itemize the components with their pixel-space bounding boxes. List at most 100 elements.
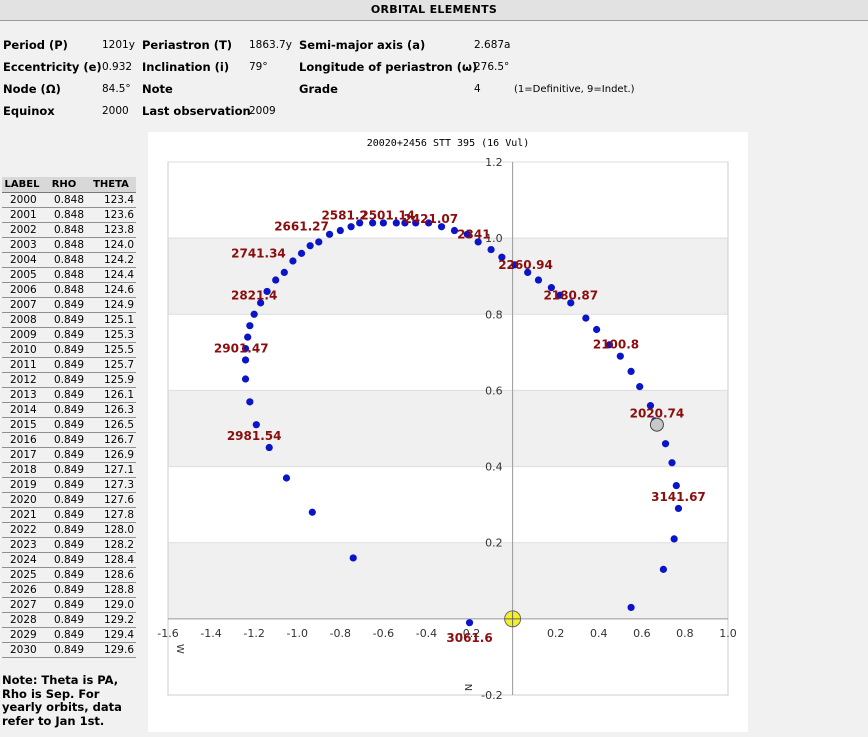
north-direction-label: N [462, 684, 473, 691]
x-tick-label: 0.8 [676, 627, 694, 640]
cell-label: 2018 [2, 462, 42, 478]
cell-theta: 128.8 [86, 582, 136, 598]
orbit-point [534, 276, 543, 284]
cell-theta: 123.6 [86, 207, 136, 223]
cell-theta: 126.9 [86, 447, 136, 463]
cell-rho: 0.849 [42, 642, 86, 658]
cell-theta: 128.6 [86, 567, 136, 583]
x-tick-label: -1.4 [200, 627, 221, 640]
current-position-marker [649, 417, 664, 432]
orbit-point [280, 268, 288, 277]
column-header-rho: RHO [42, 177, 86, 193]
cell-rho: 0.849 [42, 372, 86, 388]
cell-rho: 0.849 [42, 507, 86, 523]
y-tick-label: 1.0 [485, 232, 503, 245]
cell-rho: 0.849 [42, 492, 86, 508]
epoch-label: 2901.47 [214, 342, 269, 356]
epoch-label: 2341 [457, 227, 490, 241]
orbit-point [297, 249, 306, 257]
table-row: 2004 0.848 124.2 [2, 252, 136, 268]
cell-label: 2006 [2, 282, 42, 298]
cell-rho: 0.849 [42, 522, 86, 538]
orbit-point [265, 443, 273, 452]
cell-rho: 0.848 [42, 252, 86, 268]
table-row: 2013 0.849 126.1 [2, 387, 136, 403]
table-row: 2023 0.849 128.2 [2, 537, 136, 553]
orbit-point [252, 421, 260, 429]
orbit-point [437, 223, 446, 231]
orbit-point [627, 603, 635, 612]
orbit-point [524, 268, 532, 277]
orbit-point [308, 508, 316, 516]
cell-theta: 125.7 [86, 357, 136, 373]
cell-rho: 0.849 [42, 627, 86, 643]
orbit-point [556, 291, 564, 299]
epoch-label: 2020.74 [630, 406, 685, 420]
orbit-point [465, 619, 474, 627]
eccentricity-label: Eccentricity (e) [3, 60, 102, 74]
table-row: 2014 0.849 126.3 [2, 402, 136, 418]
cell-theta: 129.6 [86, 642, 136, 658]
x-tick-label: -0.8 [330, 627, 351, 640]
cell-theta: 127.6 [86, 492, 136, 508]
table-row: 2001 0.848 123.6 [2, 207, 136, 223]
x-tick-label: 0.6 [633, 627, 651, 640]
y-tick-label: 0.6 [485, 384, 503, 397]
cell-theta: 126.3 [86, 402, 136, 418]
table-row: 2000 0.848 123.4 [2, 192, 136, 208]
column-header-theta: THETA [86, 177, 136, 193]
ephemeris-table: LABEL RHO THETA 2000 0.848 123.4 2001 0.848 1… [2, 177, 136, 658]
cell-theta: 126.7 [86, 432, 136, 448]
orbit-point [347, 223, 355, 231]
epoch-label: 2180.87 [543, 288, 598, 302]
orbit-point [244, 333, 252, 341]
orbit-point [593, 325, 601, 334]
orbit-point [616, 352, 624, 360]
cell-rho: 0.849 [42, 552, 86, 568]
cell-theta: 123.8 [86, 222, 136, 238]
cell-label: 2024 [2, 552, 42, 568]
cell-theta: 125.9 [86, 372, 136, 388]
grade-note: (1=Definitive, 9=Indet.) [514, 84, 635, 95]
x-tick-label: -1.2 [243, 627, 264, 640]
orbit-point [674, 504, 683, 513]
cell-label: 2007 [2, 297, 42, 313]
epoch-label: 2821.4 [231, 288, 277, 302]
table-row: 2007 0.849 124.9 [2, 297, 136, 313]
cell-rho: 0.849 [42, 612, 86, 628]
cell-theta: 123.4 [86, 192, 136, 208]
cell-theta: 127.8 [86, 507, 136, 523]
orbit-point [246, 322, 254, 330]
orbit-point [356, 219, 364, 227]
table-row: 2025 0.849 128.6 [2, 567, 136, 583]
cell-rho: 0.848 [42, 207, 86, 223]
table-row: 2019 0.849 127.3 [2, 477, 136, 493]
semimajor-label: Semi-major axis (a) [299, 38, 426, 52]
orbit-point [582, 314, 590, 322]
cell-label: 2013 [2, 387, 42, 403]
table-row: 2002 0.848 123.8 [2, 222, 136, 238]
table-row: 2022 0.849 128.0 [2, 522, 136, 538]
orbit-point [567, 299, 575, 307]
cell-rho: 0.849 [42, 297, 86, 313]
orbit-point [670, 535, 678, 543]
orbit-point [463, 230, 471, 238]
cell-rho: 0.849 [42, 402, 86, 418]
x-tick-label: -0.6 [373, 627, 394, 640]
orbit-point [379, 219, 387, 227]
node-label: Node (Ω) [3, 82, 61, 96]
table-row: 2003 0.848 124.0 [2, 237, 136, 253]
y-tick-label: 0.8 [485, 308, 503, 321]
page-title: ORBITAL ELEMENTS [370, 3, 498, 16]
cell-label: 2008 [2, 312, 42, 328]
cell-label: 2012 [2, 372, 42, 388]
cell-theta: 124.0 [86, 237, 136, 253]
title-bar: ORBITAL ELEMENTS [0, 0, 868, 21]
grade-label: Grade [299, 82, 338, 96]
x-tick-label: -1.0 [286, 627, 307, 640]
cell-rho: 0.849 [42, 387, 86, 403]
cell-rho: 0.849 [42, 582, 86, 598]
cell-rho: 0.849 [42, 567, 86, 583]
x-tick-label: 0.4 [590, 627, 608, 640]
epoch-label: 3141.67 [651, 490, 706, 504]
